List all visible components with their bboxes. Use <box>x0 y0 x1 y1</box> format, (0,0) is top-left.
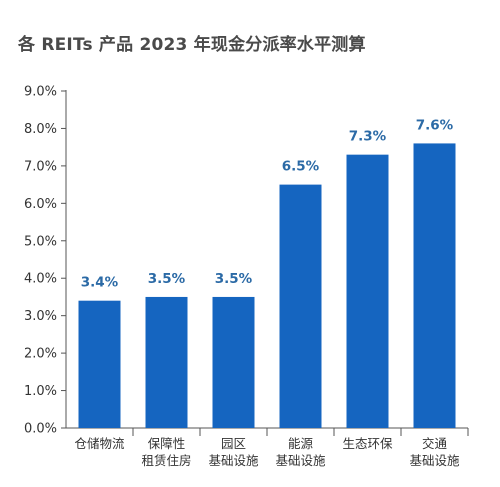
bar <box>145 296 188 428</box>
bar <box>279 184 322 428</box>
y-tick-label: 5.0% <box>24 234 57 249</box>
x-tick-label: 保障性租赁住房 <box>141 436 191 468</box>
x-tick-label-line: 基础设施 <box>208 453 259 468</box>
x-tick-label-line: 交通 <box>422 436 448 451</box>
bars <box>78 143 456 428</box>
x-tick-label-line: 园区 <box>221 436 246 451</box>
data-label: 3.5% <box>148 271 186 287</box>
x-tick-label-line: 能源 <box>288 436 314 451</box>
x-tick-label: 生态环保 <box>342 436 393 451</box>
x-tick-label-line: 基础设施 <box>409 453 460 468</box>
x-tick-label: 交通基础设施 <box>409 436 460 468</box>
data-label: 3.5% <box>215 271 253 287</box>
x-tick-label: 仓储物流 <box>74 436 125 451</box>
bar <box>212 296 255 428</box>
x-tick-label: 能源基础设施 <box>275 436 326 468</box>
x-tick-label-line: 仓储物流 <box>74 436 125 451</box>
y-tick-label: 9.0% <box>24 85 57 100</box>
x-tick-label-line: 基础设施 <box>275 453 326 468</box>
y-tick-label: 7.0% <box>24 159 57 174</box>
y-tick-label: 1.0% <box>24 384 57 399</box>
bar <box>413 143 456 428</box>
y-tick-label: 3.0% <box>24 309 57 324</box>
x-tick-label-line: 租赁住房 <box>141 453 191 468</box>
data-label: 3.4% <box>81 275 119 291</box>
data-label: 7.3% <box>349 129 387 145</box>
y-tick-label: 2.0% <box>24 347 57 362</box>
y-tick-label: 4.0% <box>24 272 57 287</box>
bar <box>346 154 389 428</box>
y-tick-label: 0.0% <box>24 422 57 437</box>
y-axis: 0.0% 1.0% 2.0% 3.0% 4.0% 5.0% 6.0% 7.0% 8.0% 9.0% <box>24 85 67 437</box>
x-tick-label-line: 生态环保 <box>342 436 393 451</box>
x-tick-label: 园区基础设施 <box>208 436 259 468</box>
x-tick-label-line: 保障性 <box>148 436 186 451</box>
y-tick-label: 6.0% <box>24 197 57 212</box>
data-labels: 3.4% 3.5% 3.5% 6.5% 7.3% 7.6% <box>81 117 454 290</box>
chart-title: 各 REITs 产品 2023 年现金分派率水平测算 <box>18 35 366 55</box>
data-label: 7.6% <box>416 117 454 133</box>
data-label: 6.5% <box>282 159 320 175</box>
bar <box>78 300 121 428</box>
y-tick-label: 8.0% <box>24 122 57 137</box>
